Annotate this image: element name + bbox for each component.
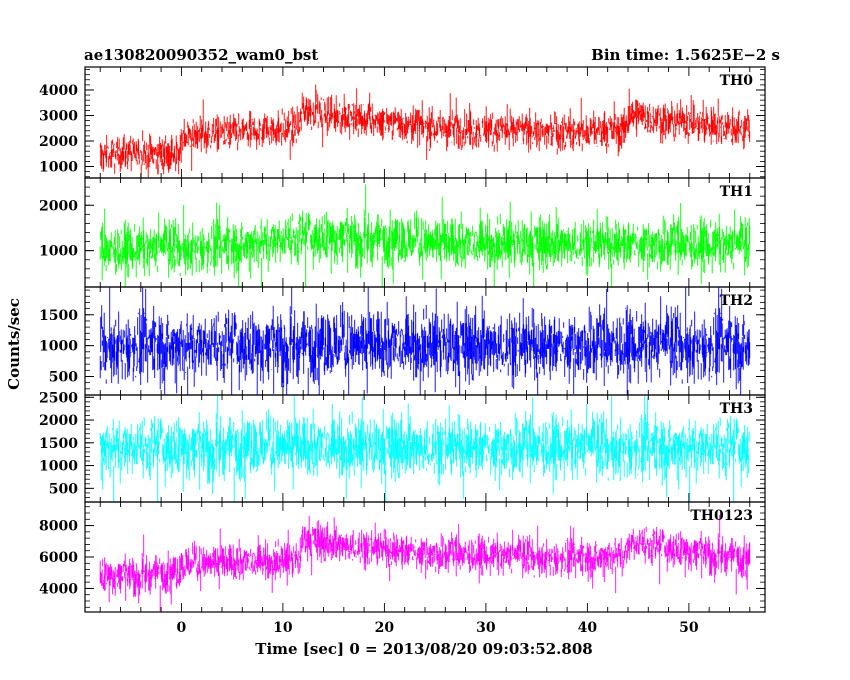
x-tick-label: 30 — [476, 620, 496, 636]
panel-th3: 500 1000 1500 2000 2500 TH3 — [39, 390, 766, 503]
x-axis: 0 10 20 30 40 50 — [177, 620, 699, 636]
panel-label-th0123: TH0123 — [690, 508, 753, 524]
x-axis-label: Time [sec] 0 = 2013/08/20 09:03:52.808 — [255, 640, 592, 658]
y-tick-label: 1000 — [39, 459, 78, 475]
panel-label-th1: TH1 — [720, 184, 753, 200]
chart-title-left: ae130820090352_wam0_bst — [84, 46, 318, 64]
y-tick-label: 2500 — [39, 390, 78, 406]
x-tick-label: 10 — [273, 620, 293, 636]
panel-label-th2: TH2 — [720, 293, 753, 309]
y-tick-label: 1000 — [39, 339, 78, 355]
y-tick-label: 4000 — [39, 83, 78, 99]
x-tick-label: 50 — [679, 620, 699, 636]
y-tick-label: 2000 — [39, 413, 78, 429]
x-tick-label: 0 — [177, 620, 187, 636]
y-tick-label: 2000 — [39, 198, 78, 214]
series-th3-trace — [99, 395, 751, 502]
y-tick-label: 1500 — [39, 436, 78, 452]
y-tick-label: 6000 — [39, 550, 78, 566]
y-tick-label: 8000 — [39, 519, 78, 535]
y-tick-label: 4000 — [39, 581, 78, 597]
series-th2-trace — [99, 287, 751, 395]
series-th1-trace — [99, 184, 751, 287]
series-th0123-trace — [99, 515, 751, 612]
y-tick-label: 1000 — [39, 160, 78, 176]
panel-th1: 1000 2000 TH1 — [39, 177, 766, 288]
x-tick-label: 20 — [375, 620, 395, 636]
y-axis-label: Counts/sec — [5, 298, 23, 390]
y-tick-label: 3000 — [39, 108, 78, 124]
panel-th0123: 4000 6000 8000 TH0123 — [39, 501, 766, 613]
y-tick-label: 1000 — [39, 244, 78, 260]
panels-group: 1000 2000 3000 4000 TH0 1000 2000 TH1 500 1000 150… — [39, 66, 766, 613]
y-tick-label: 1500 — [39, 308, 78, 324]
panel-label-th0: TH0 — [720, 73, 754, 89]
chart-title-right: Bin time: 1.5625E−2 s — [591, 46, 780, 64]
panel-th0: 1000 2000 3000 4000 TH0 — [39, 66, 766, 179]
panel-label-th3: TH3 — [720, 401, 753, 417]
series-th0-trace — [99, 84, 751, 178]
y-tick-label: 500 — [49, 481, 78, 497]
y-tick-label: 500 — [49, 369, 78, 385]
x-tick-label: 40 — [578, 620, 598, 636]
y-tick-label: 2000 — [39, 134, 78, 150]
